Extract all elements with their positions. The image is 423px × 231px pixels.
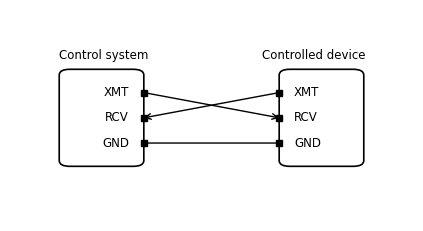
FancyBboxPatch shape bbox=[279, 69, 364, 166]
Text: XMT: XMT bbox=[104, 86, 129, 99]
Text: RCV: RCV bbox=[105, 111, 129, 124]
Text: Controlled device: Controlled device bbox=[262, 49, 366, 62]
FancyBboxPatch shape bbox=[59, 69, 144, 166]
Text: XMT: XMT bbox=[294, 86, 319, 99]
Text: GND: GND bbox=[102, 137, 129, 149]
Text: GND: GND bbox=[294, 137, 321, 149]
Text: RCV: RCV bbox=[294, 111, 318, 124]
Text: Control system: Control system bbox=[59, 49, 148, 62]
